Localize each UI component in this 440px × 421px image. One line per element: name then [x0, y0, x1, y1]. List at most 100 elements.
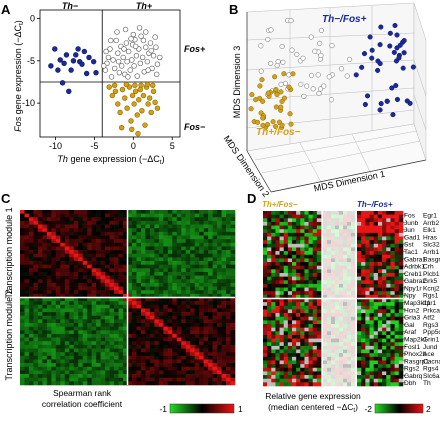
heatmap-cell — [361, 225, 366, 230]
heatmap-cell — [154, 377, 160, 382]
heatmap-cell — [28, 224, 34, 229]
heatmap-cell — [347, 327, 352, 332]
heatmap-cell — [267, 371, 272, 376]
heatmap-cell — [394, 258, 400, 263]
heatmap-cell — [351, 302, 356, 307]
heatmap-cell — [300, 316, 305, 321]
heatmap-cell — [118, 312, 124, 317]
heatmap-cell — [323, 349, 328, 354]
gene-label: Cacna1d — [423, 358, 440, 365]
heatmap-cell — [91, 297, 97, 302]
heatmap-cell — [46, 268, 52, 273]
heatmap-cell — [51, 326, 57, 331]
heatmap-cell — [382, 276, 387, 281]
heatmap-cell — [365, 287, 370, 292]
heatmap-cell — [339, 247, 344, 252]
heatmap-cell — [163, 235, 169, 240]
heatmap-cell — [275, 382, 280, 387]
heatmap-cell — [42, 282, 48, 287]
heatmap-cell — [304, 258, 309, 263]
heatmap-cell — [373, 360, 379, 365]
heatmap-cell — [145, 239, 151, 244]
heatmap-cell — [361, 360, 366, 365]
heatmap-cell — [327, 324, 332, 328]
heatmap-cell — [275, 280, 280, 285]
heatmap-cell — [308, 254, 314, 259]
heatmap-cell — [390, 225, 395, 230]
heatmap-cell — [365, 338, 370, 343]
heatmap-cell — [357, 283, 362, 288]
heatmap-cell — [398, 229, 404, 234]
data-point — [146, 95, 153, 101]
heatmap-cell — [55, 220, 61, 225]
heatmap-cell — [82, 301, 88, 306]
heatmap-cell — [114, 286, 119, 291]
heatmap-cell — [292, 221, 297, 226]
heatmap-cell — [386, 298, 391, 303]
heatmap-cell — [382, 265, 387, 270]
heatmap-cell — [118, 315, 124, 320]
heatmap-cell — [42, 323, 48, 327]
heatmap-cell — [91, 253, 97, 258]
heatmap-cell — [316, 254, 322, 259]
heatmap-cell — [347, 360, 352, 365]
heatmap-cell — [263, 221, 268, 226]
heatmap-cell — [361, 345, 366, 350]
heatmap-cell — [283, 236, 289, 241]
heatmap-cell — [60, 370, 66, 375]
heatmap-cell — [267, 211, 272, 215]
heatmap-cell — [100, 319, 106, 324]
heatmap-cell — [331, 294, 336, 299]
heatmap-cell — [275, 287, 280, 292]
heatmap-cell — [263, 272, 268, 277]
heatmap-cell — [267, 294, 272, 299]
heatmap-cell — [20, 213, 25, 218]
heatmap-cell — [163, 366, 169, 371]
heatmap-cell — [136, 370, 142, 375]
heatmap-cell — [181, 235, 187, 240]
heatmap-cell — [87, 352, 92, 357]
heatmap-cell — [398, 225, 404, 230]
heatmap-cell — [304, 367, 309, 372]
heatmap-cell — [217, 381, 222, 386]
data-point — [132, 82, 138, 89]
heatmap-cell — [145, 304, 151, 309]
heatmap-cell — [190, 297, 195, 302]
heatmap-cell — [339, 240, 344, 245]
heatmap-cell — [109, 290, 115, 295]
heatmap-cell — [267, 269, 272, 274]
heatmap-cell — [82, 224, 88, 229]
heatmap-cell — [82, 271, 88, 276]
data-point — [143, 44, 149, 50]
heatmap-cell — [190, 315, 195, 320]
mds-point — [272, 74, 278, 80]
heatmap-cell — [343, 324, 348, 328]
heatmap-cell — [390, 236, 395, 241]
heatmap-cell — [167, 268, 173, 273]
heatmap-cell — [335, 371, 340, 376]
heatmap-cell — [386, 342, 391, 347]
heatmap-cell — [361, 218, 366, 223]
heatmap-cell — [149, 224, 155, 229]
heatmap-cell — [335, 251, 340, 256]
heatmap-cell — [351, 232, 356, 237]
heatmap-cell — [217, 224, 222, 229]
heatmap-cell — [203, 341, 209, 346]
heatmap-cell — [78, 359, 84, 364]
heatmap-cell — [73, 261, 79, 265]
heatmap-cell — [51, 268, 57, 273]
heatmap-cell — [230, 213, 236, 218]
heatmap-cell — [357, 287, 362, 292]
heatmap-cell — [78, 228, 84, 233]
heatmap-cell — [271, 283, 276, 288]
heatmap-cell — [167, 210, 173, 214]
heatmap-cell — [331, 324, 336, 328]
heatmap-cell — [221, 293, 227, 298]
heatmap-cell — [296, 364, 301, 369]
heatmap-cell — [226, 381, 231, 386]
heatmap-cell — [287, 294, 293, 299]
gene-label: Gabra2 — [404, 278, 426, 285]
heatmap-cell — [339, 356, 344, 361]
heatmap-cell — [323, 272, 328, 277]
heatmap-cell — [73, 253, 79, 258]
